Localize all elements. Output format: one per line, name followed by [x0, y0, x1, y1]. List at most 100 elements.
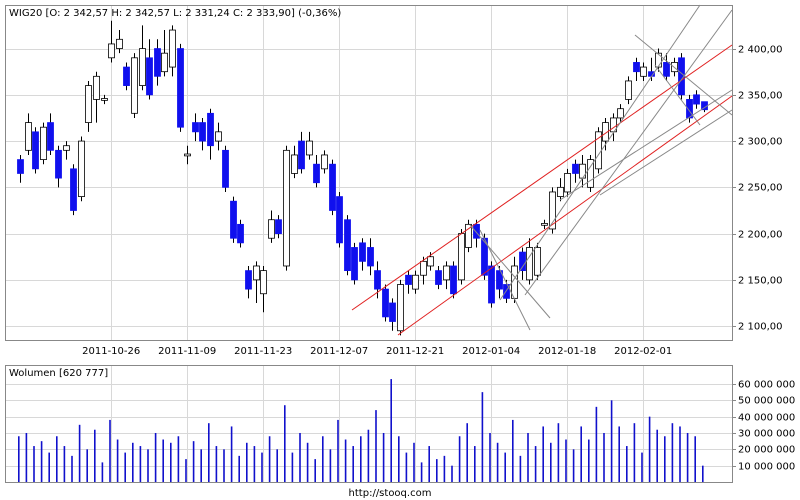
volume-bar: [306, 442, 309, 482]
footer: http://stooq.com: [349, 488, 432, 499]
volume-bar: [33, 446, 35, 482]
x-tick-label: 2011-10-26: [82, 346, 140, 357]
volume-bar: [192, 441, 195, 482]
candle-body: [336, 196, 343, 244]
candle-body: [655, 52, 662, 68]
candle-body: [625, 80, 632, 100]
candle-body: [344, 219, 351, 272]
volume-bar: [94, 429, 96, 482]
trend-line: [599, 109, 733, 196]
candle-body: [116, 38, 123, 49]
candle-body: [70, 168, 77, 211]
volume-bar: [154, 432, 157, 482]
volume-bar: [451, 465, 453, 482]
volume-bar: [299, 432, 301, 482]
volume-bar: [595, 406, 598, 482]
candle-body: [169, 29, 176, 68]
candle-body: [633, 62, 640, 73]
candle-body: [389, 302, 396, 322]
volume-bar: [238, 455, 240, 482]
candle-body: [291, 154, 298, 174]
trend-line: [499, 4, 701, 301]
candle-body: [55, 149, 62, 179]
x-tick-label: 2011-12-07: [310, 346, 368, 357]
candle-body: [595, 131, 602, 170]
volume-bar: [268, 436, 271, 482]
volume-bar: [337, 419, 339, 482]
candle-body: [640, 66, 647, 77]
volume-bar: [223, 449, 225, 482]
volume-bar: [86, 449, 88, 482]
chart-title: WIG20 [O: 2 342,57 H: 2 342,57 L: 2 331,…: [9, 8, 341, 19]
volume-bar: [686, 432, 689, 482]
candle-body: [412, 274, 419, 290]
y-tick-label: 50 000 000: [738, 396, 795, 407]
volume-bar: [641, 452, 643, 482]
x-tick-label: 2011-12-21: [386, 346, 444, 357]
candle-body: [450, 265, 457, 295]
volume-bar: [398, 436, 400, 482]
volume-bar: [40, 441, 43, 482]
volume-bar: [25, 432, 28, 482]
trend-lines: [351, 4, 733, 336]
volume-bar: [314, 459, 316, 482]
candle-body: [260, 270, 267, 295]
candle-body: [526, 247, 533, 281]
candle-body: [207, 112, 214, 147]
volume-bar: [185, 459, 187, 482]
candle-body: [420, 260, 427, 276]
x-tick-label: 2012-02-01: [614, 346, 672, 357]
y-tick-label: 20 000 000: [738, 445, 795, 456]
candle-body: [184, 153, 191, 157]
volume-bar: [474, 446, 476, 482]
volume-bar: [360, 436, 362, 482]
volume-bar: [428, 446, 430, 482]
trend-line: [654, 64, 701, 126]
volume-bar: [519, 455, 522, 482]
candle-body: [192, 122, 199, 133]
candle-body: [405, 274, 412, 285]
volume-title: Wolumen [620 777]: [9, 368, 108, 379]
volume-bar: [550, 442, 552, 482]
trend-line: [524, 9, 733, 296]
candle-body: [503, 284, 510, 299]
x-tick-label: 2012-01-04: [462, 346, 520, 357]
volume-bar: [329, 449, 332, 482]
volume-bar: [78, 424, 81, 482]
volume-bar: [367, 429, 370, 482]
candle-body: [25, 122, 32, 151]
candle-body: [602, 122, 609, 142]
y-tick-label: 2 100,00: [738, 322, 783, 333]
x-tick-label: 2012-01-18: [538, 346, 596, 357]
volume-bar: [109, 419, 111, 482]
candle-body: [306, 140, 313, 156]
candle-body: [101, 98, 108, 101]
candle-body: [146, 57, 153, 96]
volume-bar: [534, 446, 537, 482]
price-panel: [5, 5, 733, 341]
y-tick-label: 2 400,00: [738, 45, 783, 56]
candle-body: [465, 223, 472, 248]
trend-line: [479, 229, 531, 331]
candle-body: [496, 270, 503, 290]
volume-bar: [261, 452, 263, 482]
candle-body: [564, 173, 571, 193]
volume-bar: [420, 462, 423, 482]
volume-bar: [375, 410, 377, 482]
volume-bar: [618, 426, 620, 482]
candle-body: [298, 140, 305, 170]
candle-body: [47, 122, 54, 151]
volume-bar: [147, 449, 149, 482]
candle-body: [541, 223, 548, 226]
candle-body: [283, 149, 290, 267]
candle-body: [230, 200, 237, 239]
candle-body: [131, 57, 138, 114]
volume-bar: [504, 452, 506, 482]
volume-bar: [694, 436, 696, 482]
volume-bar: [284, 405, 286, 482]
candle-body: [351, 247, 358, 281]
candle-body: [78, 140, 85, 197]
volume-bar: [230, 426, 233, 482]
